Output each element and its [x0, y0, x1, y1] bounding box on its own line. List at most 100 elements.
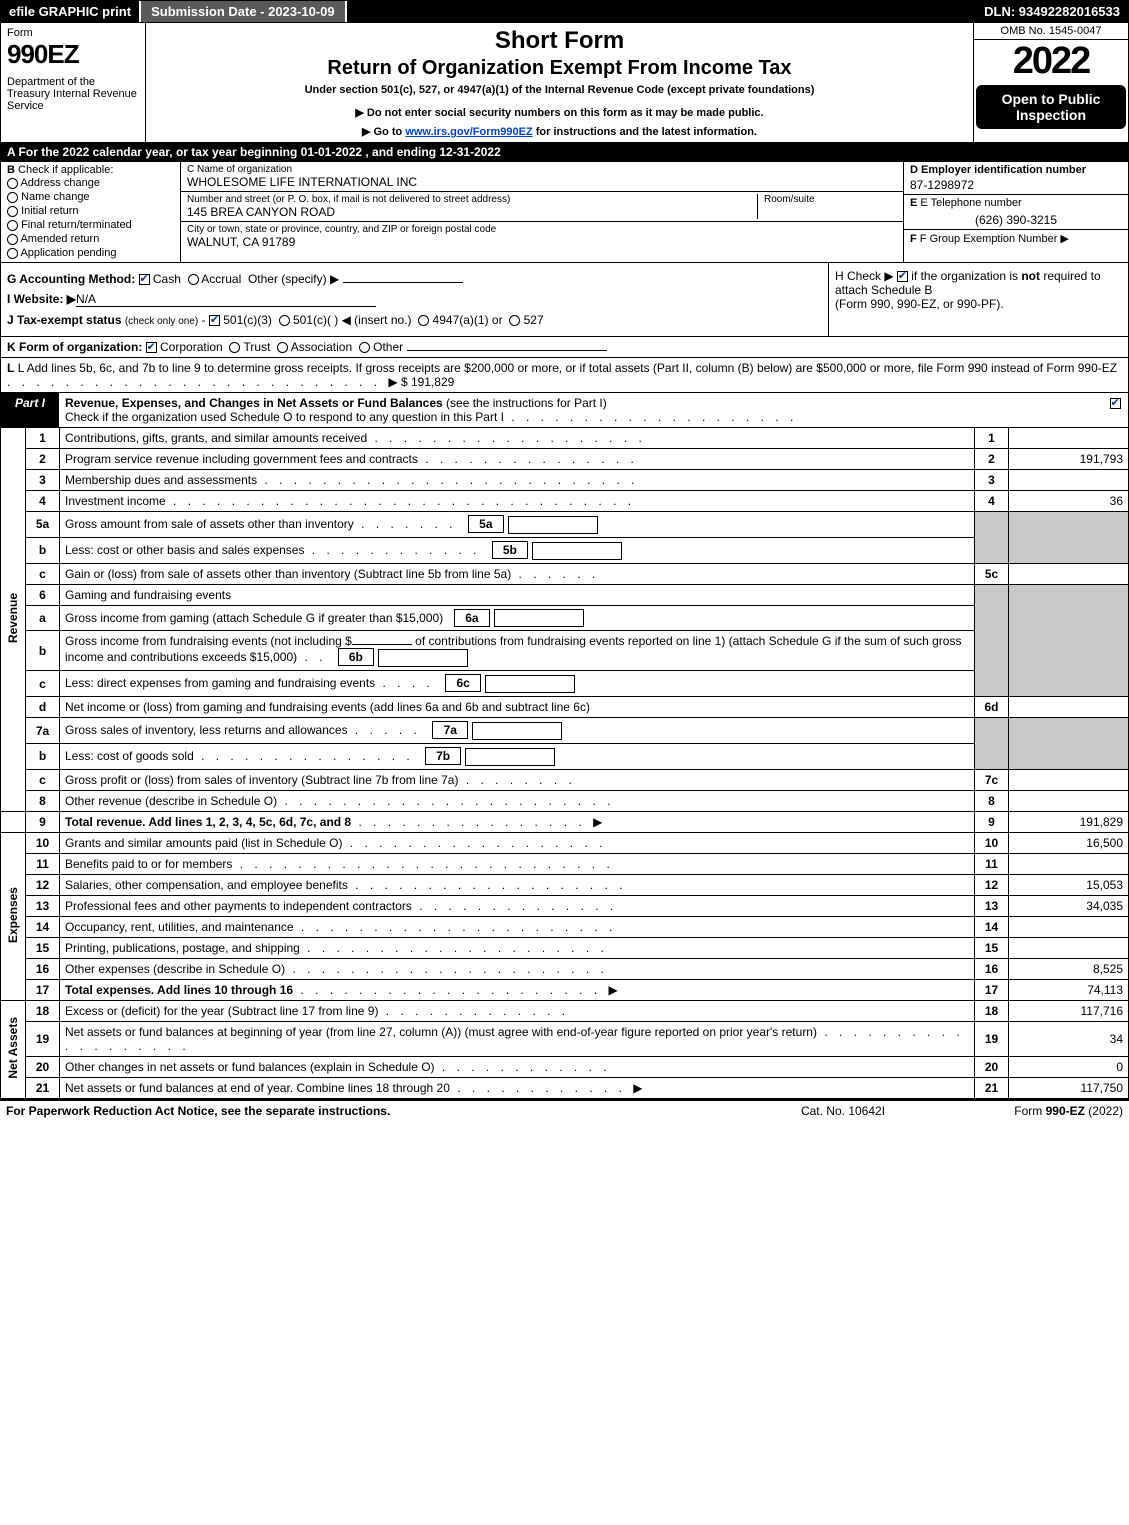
line3-rnum: 3 — [975, 470, 1009, 491]
opt-address-change[interactable]: Address change — [7, 176, 174, 190]
line6d-desc: Net income or (loss) from gaming and fun… — [60, 697, 975, 718]
opt-amended-return[interactable]: Amended return — [7, 232, 174, 246]
telephone-label-text: E Telephone number — [920, 197, 1021, 209]
row-l: L L Add lines 5b, 6c, and 7b to line 9 t… — [0, 358, 1129, 393]
section-ghij: G Accounting Method: Cash Accrual Other … — [0, 263, 1129, 337]
line1-amt — [1009, 428, 1129, 449]
k-other-field[interactable] — [407, 350, 607, 351]
line18-amt: 117,716 — [1009, 1000, 1129, 1021]
g-accrual-radio[interactable] — [188, 274, 199, 285]
line6-rnum-grey — [975, 584, 1009, 696]
line16-num: 16 — [26, 958, 60, 979]
line7ab-rnum-grey — [975, 718, 1009, 770]
opt-application-pending[interactable]: Application pending — [7, 246, 174, 260]
line9-rnum: 9 — [975, 811, 1009, 832]
line8-desc: Other revenue (describe in Schedule O) .… — [60, 790, 975, 811]
line7c-rnum: 7c — [975, 769, 1009, 790]
line8-amt — [1009, 790, 1129, 811]
line6b-desc: Gross income from fundraising events (no… — [60, 631, 975, 671]
line1-desc: Contributions, gifts, grants, and simila… — [60, 428, 975, 449]
opt-name-change[interactable]: Name change — [7, 190, 174, 204]
j-501c3-checkbox[interactable] — [209, 315, 220, 326]
line6-num: 6 — [26, 584, 60, 605]
line6b-num: b — [26, 631, 60, 671]
l-dots: . . . . . . . . . . . . . . . . . . . . … — [7, 375, 388, 389]
j-527-radio[interactable] — [509, 315, 520, 326]
line14-rnum: 14 — [975, 916, 1009, 937]
h-text2: if the organization is — [911, 269, 1021, 283]
opt-initial-return-label: Initial return — [21, 205, 78, 217]
department-label: Department of the Treasury Internal Reve… — [7, 76, 139, 112]
omb-number: OMB No. 1545-0047 — [974, 23, 1128, 40]
line7ab-amt-grey — [1009, 718, 1129, 770]
line6-amt-grey — [1009, 584, 1129, 696]
part1-checkbox[interactable] — [1110, 398, 1121, 409]
under-section: Under section 501(c), 527, or 4947(a)(1)… — [154, 84, 965, 96]
line5c-num: c — [26, 563, 60, 584]
line7c-num: c — [26, 769, 60, 790]
line18-desc: Excess or (deficit) for the year (Subtra… — [60, 1000, 975, 1021]
topbar-spacer — [347, 1, 977, 22]
h-text1: H Check ▶ — [835, 269, 897, 283]
efile-label[interactable]: efile GRAPHIC print — [1, 1, 139, 22]
city-label: City or town, state or province, country… — [187, 224, 897, 235]
ghij-left: G Accounting Method: Cash Accrual Other … — [1, 263, 828, 336]
city-block: City or town, state or province, country… — [181, 222, 903, 251]
line12-amt: 15,053 — [1009, 874, 1129, 895]
line21-amt: 117,750 — [1009, 1077, 1129, 1098]
header-left: Form 990EZ Department of the Treasury In… — [1, 23, 146, 142]
k-corp-checkbox[interactable] — [146, 342, 157, 353]
l-text: L Add lines 5b, 6c, and 7b to line 9 to … — [18, 361, 1117, 375]
room-label: Room/suite — [764, 194, 897, 205]
org-name-value: WHOLESOME LIFE INTERNATIONAL INC — [187, 175, 897, 189]
line9-amt: 191,829 — [1009, 811, 1129, 832]
line6c-desc: Less: direct expenses from gaming and fu… — [60, 671, 975, 697]
k-other: Other — [373, 340, 403, 354]
line5c-desc: Gain or (loss) from sale of assets other… — [60, 563, 975, 584]
irs-link[interactable]: www.irs.gov/Form990EZ — [405, 126, 532, 138]
j-501c-radio[interactable] — [279, 315, 290, 326]
line8-num: 8 — [26, 790, 60, 811]
k-label: K Form of organization: — [7, 340, 142, 354]
line21-num: 21 — [26, 1077, 60, 1098]
line5c-rnum: 5c — [975, 563, 1009, 584]
goto-prefix: ▶ Go to — [362, 126, 405, 138]
k-trust-radio[interactable] — [229, 342, 240, 353]
g-other-field[interactable] — [343, 282, 463, 283]
k-assoc-radio[interactable] — [277, 342, 288, 353]
telephone-value: (626) 390-3215 — [904, 211, 1128, 229]
k-other-radio[interactable] — [359, 342, 370, 353]
short-form-title: Short Form — [154, 27, 965, 55]
goto-suffix: for instructions and the latest informat… — [533, 126, 757, 138]
b-letter: B — [7, 164, 15, 176]
line6d-rnum: 6d — [975, 697, 1009, 718]
h-block: H Check ▶ if the organization is not req… — [828, 263, 1128, 336]
line5c-amt — [1009, 563, 1129, 584]
line17-desc: Total expenses. Add lines 10 through 16 … — [60, 979, 975, 1000]
org-name-block: C Name of organization WHOLESOME LIFE IN… — [181, 162, 903, 192]
line15-rnum: 15 — [975, 937, 1009, 958]
line20-desc: Other changes in net assets or fund bala… — [60, 1056, 975, 1077]
opt-final-return[interactable]: Final return/terminated — [7, 218, 174, 232]
line4-amt: 36 — [1009, 491, 1129, 512]
opt-initial-return[interactable]: Initial return — [7, 204, 174, 218]
dln-label: DLN: 93492282016533 — [976, 1, 1128, 22]
j-4947-radio[interactable] — [418, 315, 429, 326]
line5ab-amt-grey — [1009, 512, 1129, 564]
h-checkbox[interactable] — [897, 271, 908, 282]
line10-rnum: 10 — [975, 832, 1009, 853]
street-label: Number and street (or P. O. box, if mail… — [187, 194, 757, 205]
line19-amt: 34 — [1009, 1021, 1129, 1056]
line5b-desc: Less: cost or other basis and sales expe… — [60, 537, 975, 563]
column-b: B Check if applicable: Address change Na… — [1, 162, 181, 262]
line7b-desc: Less: cost of goods sold . . . . . . . .… — [60, 743, 975, 769]
footer-left: For Paperwork Reduction Act Notice, see … — [6, 1104, 743, 1118]
g-cash-checkbox[interactable] — [139, 274, 150, 285]
do-not-enter: ▶ Do not enter social security numbers o… — [154, 106, 965, 119]
line11-rnum: 11 — [975, 853, 1009, 874]
line3-num: 3 — [26, 470, 60, 491]
line13-rnum: 13 — [975, 895, 1009, 916]
column-d: D Employer identification number 87-1298… — [903, 162, 1128, 262]
j-527-label: 527 — [524, 313, 544, 327]
j-small: (check only one) — [125, 316, 198, 327]
